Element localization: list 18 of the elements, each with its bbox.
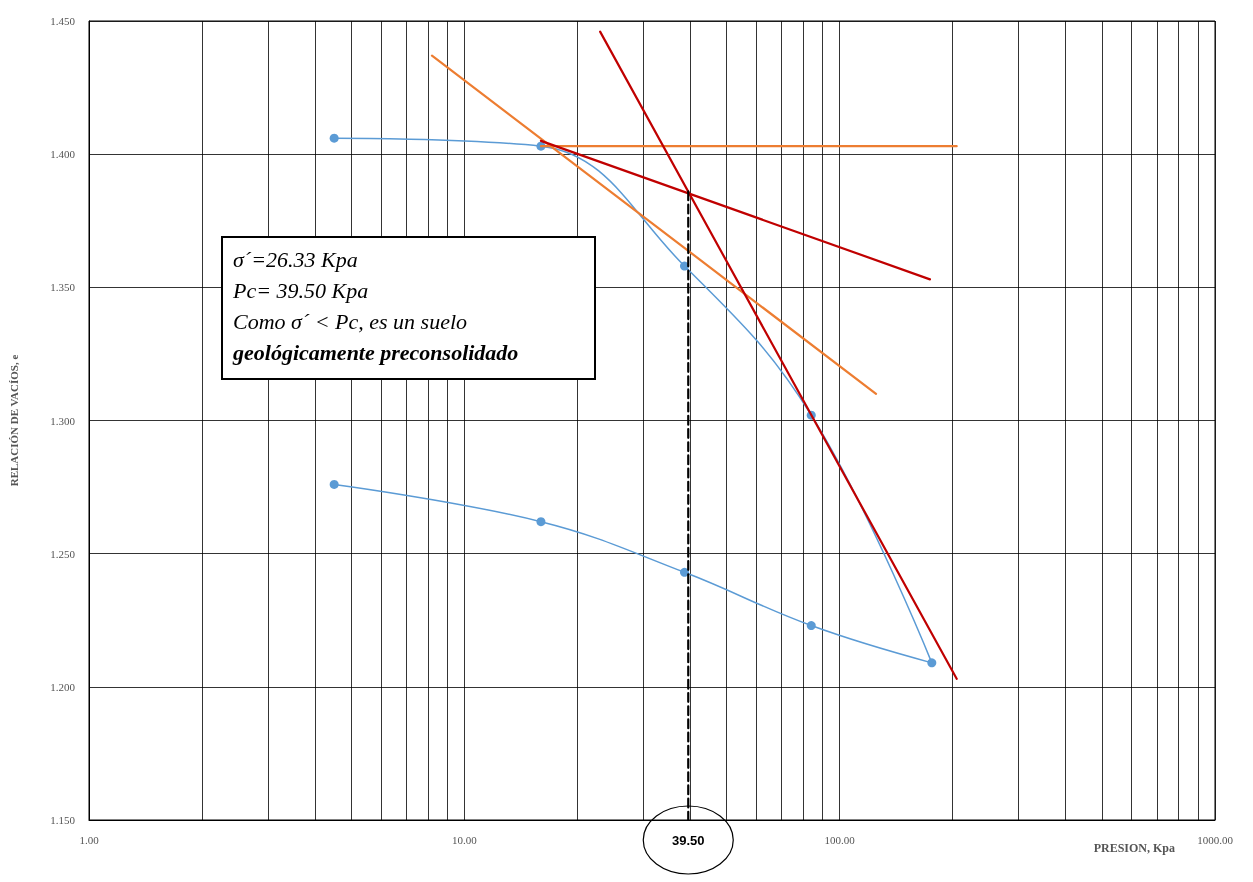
annotation: Como σ´ < Pc, es un suelo — [233, 308, 469, 336]
y-tick-label: 1.150 — [50, 814, 76, 826]
y-tick-label: 1.450 — [50, 15, 76, 27]
x-axis-title: PRESION, Kpa — [1093, 841, 1175, 855]
x-tick-label: 100.00 — [824, 833, 856, 846]
x-tick-label: 1000.00 — [1197, 833, 1234, 846]
y-axis-title: RELACIÓN DE VACÍOS, e — [7, 354, 20, 487]
y-tick-label: 1.400 — [50, 148, 76, 161]
annotation: 39.50 — [671, 832, 705, 848]
y-tick-label: 1.300 — [50, 414, 76, 427]
annotation: σ´=26.33 Kpa — [233, 246, 359, 274]
x-tick-label: 1.00 — [79, 833, 100, 846]
y-tick-label: 1.350 — [50, 281, 76, 294]
x-tick-label: 10.00 — [451, 833, 478, 846]
annotation: Pc= 39.50 Kpa — [233, 277, 370, 305]
y-tick-label: 1.200 — [50, 680, 76, 693]
y-tick-label: 1.250 — [50, 547, 76, 560]
annotation: geológicamente preconsolidado — [233, 339, 520, 367]
